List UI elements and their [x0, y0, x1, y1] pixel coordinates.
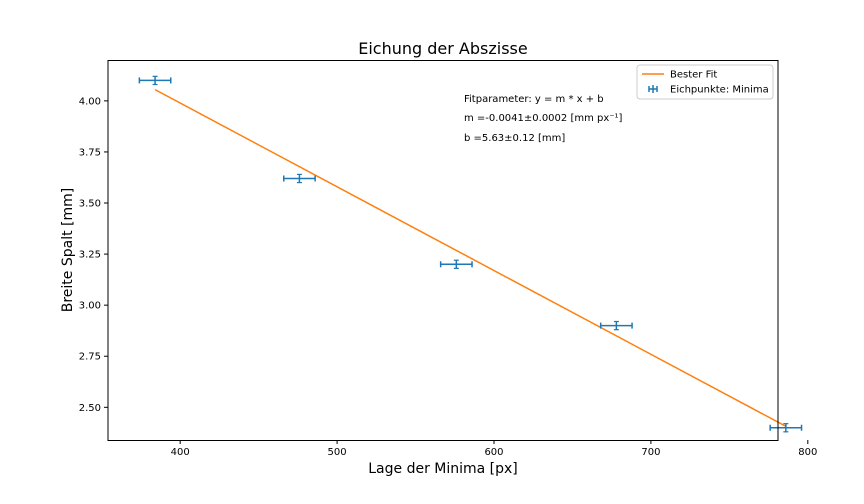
legend: Bester Fit Eichpunkte: Minima	[636, 64, 774, 100]
y-axis-ticks: 2.50 2.75 3.00 3.25 3.50 3.75 4.00	[79, 96, 108, 414]
x-tick-label: 500	[328, 447, 347, 458]
data-point	[439, 259, 473, 269]
annotation-line-1: Fitparameter: y = m * x + b	[464, 94, 604, 105]
fit-parameters-annotation: Fitparameter: y = m * x + b m =-0.0041±0…	[464, 94, 623, 144]
x-tick-label: 700	[641, 447, 660, 458]
x-tick-label: 400	[171, 447, 190, 458]
x-axis-ticks: 400 500 600 700 800	[171, 440, 817, 458]
y-tick-label: 2.75	[79, 352, 101, 363]
y-tick-label: 4.00	[79, 96, 101, 107]
fit-line	[154, 88, 787, 427]
x-tick-label: 800	[798, 447, 817, 458]
x-tick-label: 600	[484, 447, 503, 458]
y-axis-label: Breite Spalt [mm]	[60, 188, 76, 313]
y-tick-label: 3.75	[79, 147, 101, 158]
legend-points-swatch	[648, 85, 658, 93]
legend-fit-label: Bester Fit	[670, 70, 717, 81]
data-point	[282, 173, 316, 184]
y-tick-label: 3.25	[79, 250, 101, 261]
y-tick-label: 3.00	[79, 301, 101, 312]
data-point	[599, 320, 633, 331]
data-point	[138, 75, 172, 86]
annotation-line-2: m =-0.0041±0.0002 [mm px⁻¹]	[464, 113, 623, 124]
legend-box	[636, 64, 774, 100]
plot-frame	[107, 60, 779, 441]
plot-content	[138, 75, 803, 433]
x-axis-label: Lage der Minima [px]	[368, 461, 518, 477]
data-point	[769, 423, 803, 433]
chart-title: Eichung der Abszisse	[358, 39, 527, 58]
y-tick-label: 3.50	[79, 199, 101, 210]
y-tick-label: 2.50	[79, 403, 101, 414]
annotation-line-3: b =5.63±0.12 [mm]	[464, 133, 565, 144]
legend-points-label: Eichpunkte: Minima	[670, 85, 769, 96]
